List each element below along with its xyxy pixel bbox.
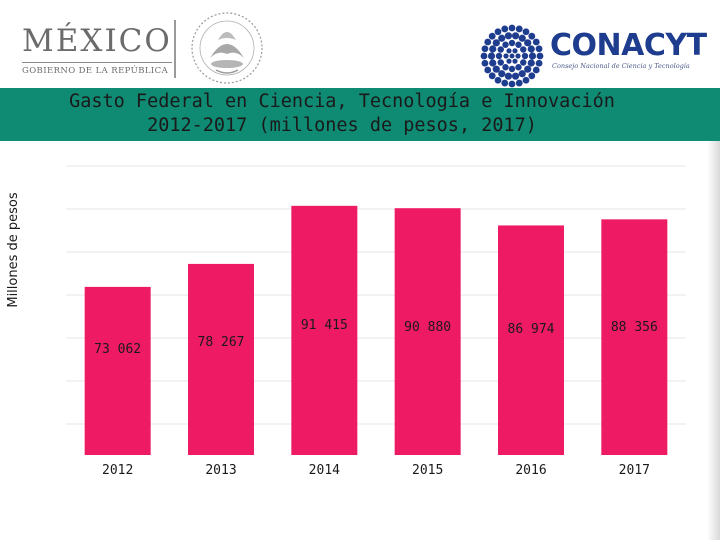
bar-2015 <box>394 208 461 455</box>
chart-title-line2: 2012-2017 (millones de pesos, 2017) <box>147 115 537 136</box>
bar-2014 <box>291 205 358 455</box>
bar-2012 <box>84 286 151 455</box>
bars <box>84 205 668 455</box>
x-tick-2017: 2017 <box>619 463 650 478</box>
value-labels: 73 062 78 267 91 415 90 880 86 974 88 356 <box>94 318 658 357</box>
chart-title-line1: Gasto Federal en Ciencia, Tecnología e I… <box>69 91 615 112</box>
header: MÉXICO GOBIERNO DE LA REPÚBLICA CONACYT … <box>0 0 720 88</box>
national-seal-icon <box>188 10 266 90</box>
mexico-logo: MÉXICO GOBIERNO DE LA REPÚBLICA <box>22 24 172 76</box>
logo-divider <box>174 20 176 78</box>
x-tick-2014: 2014 <box>309 463 340 478</box>
mexico-logo-subtitle: GOBIERNO DE LA REPÚBLICA <box>22 62 172 76</box>
slide-edge-shadow <box>707 141 720 540</box>
gridlines <box>66 165 686 425</box>
mexico-logo-word: MÉXICO <box>22 23 172 59</box>
x-tick-2016: 2016 <box>515 463 546 478</box>
conacyt-dots-icon <box>480 24 544 88</box>
title-band <box>0 88 720 141</box>
value-label-2014: 91 415 <box>301 318 348 333</box>
bar-2017 <box>601 219 668 455</box>
x-axis-ticks: 2012 2013 2014 2015 2016 2017 <box>102 463 650 478</box>
x-tick-2013: 2013 <box>205 463 236 478</box>
conacyt-logo-subtitle: Consejo Nacional de Ciencia y Tecnología <box>552 62 690 70</box>
conacyt-logo-word: CONACYT <box>550 28 707 63</box>
chart-title: Gasto Federal en Ciencia, Tecnología e I… <box>0 90 684 138</box>
x-tick-2015: 2015 <box>412 463 443 478</box>
value-label-2015: 90 880 <box>404 320 451 335</box>
value-label-2013: 78 267 <box>198 335 245 350</box>
value-label-2017: 88 356 <box>611 320 658 335</box>
x-tick-2012: 2012 <box>102 463 133 478</box>
bar-2016 <box>498 225 564 455</box>
conacyt-logo: CONACYT Consejo Nacional de Ciencia y Te… <box>478 22 707 94</box>
value-label-2012: 73 062 <box>94 342 141 357</box>
bar-2013 <box>188 263 254 455</box>
value-label-2016: 86 974 <box>508 322 555 337</box>
